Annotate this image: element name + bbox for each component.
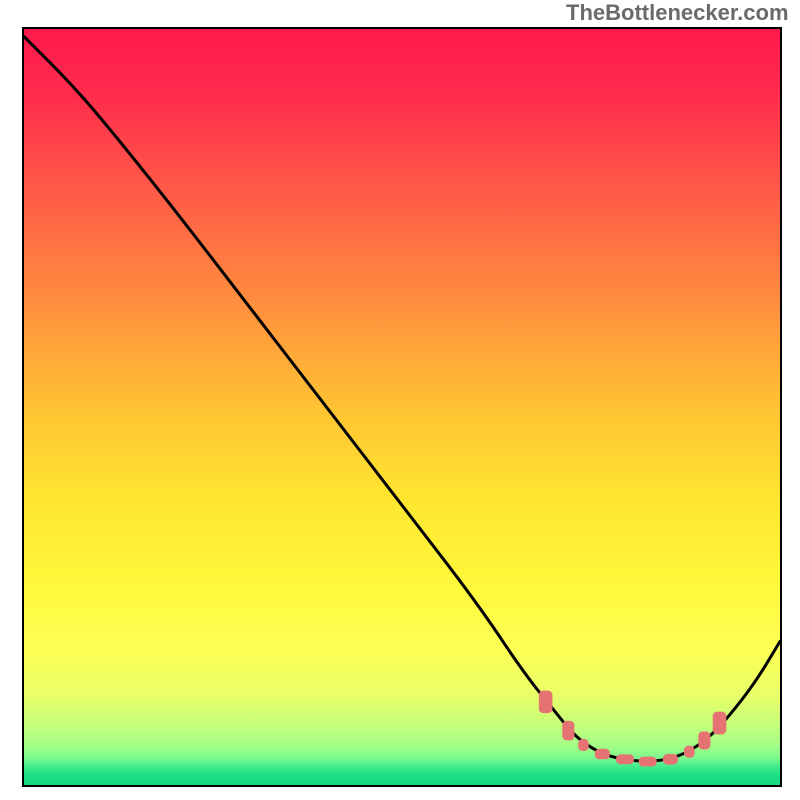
gradient-background (24, 29, 780, 785)
curve-marker (578, 739, 589, 751)
bottleneck-curve-plot (22, 27, 782, 787)
curve-marker (539, 691, 553, 714)
chart-container: TheBottlenecker.com (0, 0, 800, 800)
watermark-text: TheBottlenecker.com (566, 0, 789, 26)
curve-marker (684, 746, 695, 758)
curve-marker (698, 731, 710, 749)
curve-marker (713, 712, 727, 735)
curve-marker (595, 749, 610, 760)
curve-marker (639, 757, 657, 767)
curve-marker (562, 721, 574, 741)
curve-marker (663, 754, 678, 765)
curve-marker (616, 754, 634, 764)
